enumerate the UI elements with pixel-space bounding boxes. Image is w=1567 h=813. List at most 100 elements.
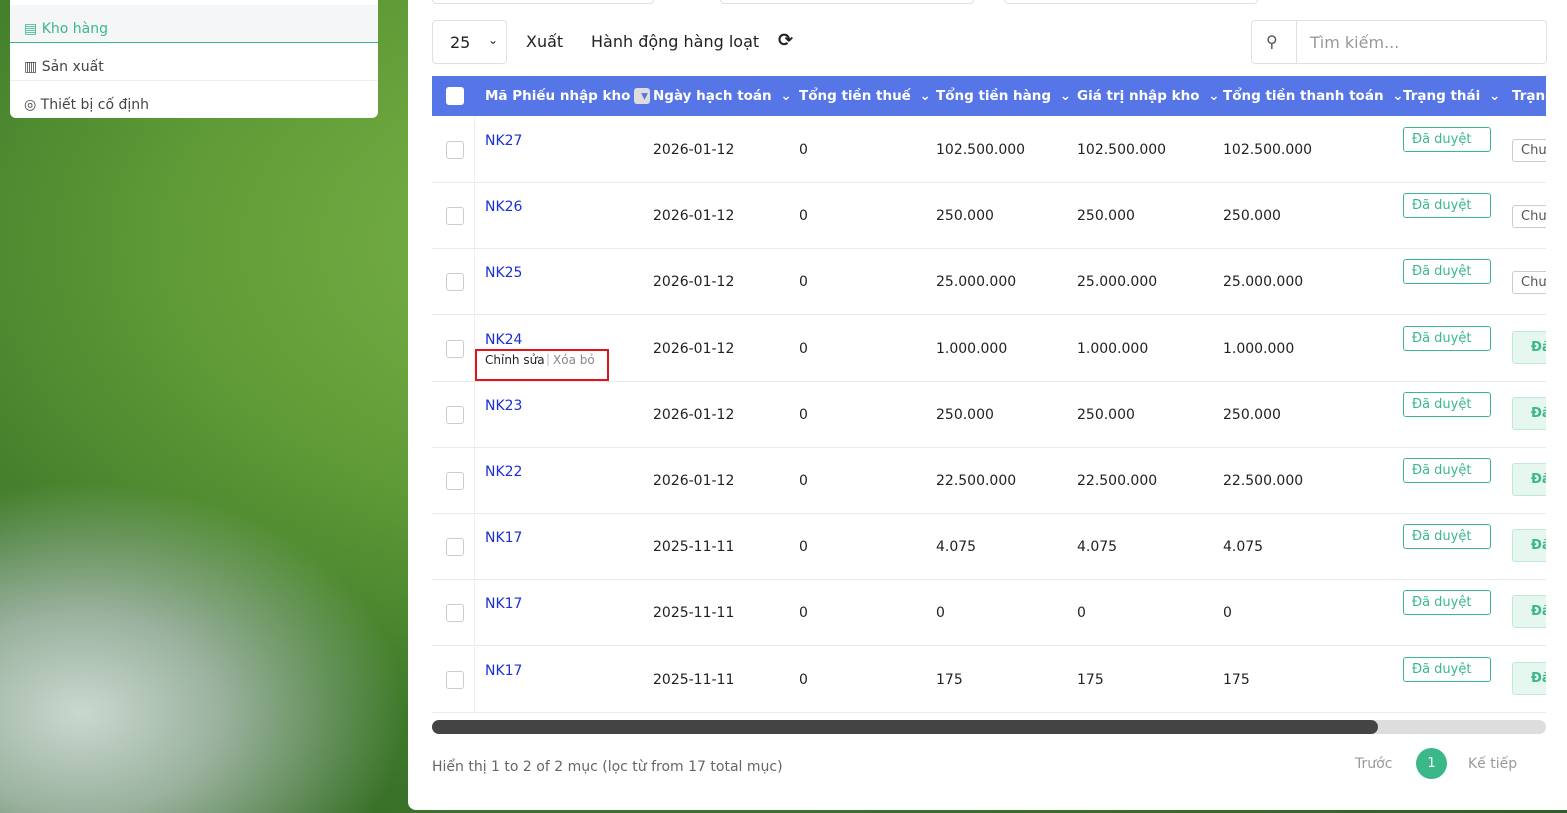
row-checkbox[interactable] — [446, 472, 464, 490]
cell-tax: 0 — [799, 473, 808, 489]
column-header[interactable]: Tổng tiền hàng ⌄ — [936, 88, 1072, 104]
cell-goods: 22.500.000 — [936, 473, 1017, 489]
refresh-button[interactable]: ⟳ — [778, 30, 794, 51]
delete-action[interactable]: Xóa bỏ — [553, 352, 595, 367]
cell-date: 2026-01-12 — [653, 406, 735, 423]
cell-payment: 250.000 — [1223, 208, 1281, 225]
edit-action[interactable]: Chỉnh sửa — [485, 352, 545, 367]
divider — [474, 580, 475, 647]
row-checkbox[interactable] — [446, 141, 464, 159]
status-badge: Đã duyệt — [1403, 458, 1491, 483]
extra-badge: Đã — [1512, 529, 1546, 563]
status-badge: Đã duyệt — [1403, 193, 1491, 219]
filter[interactable] — [432, 0, 654, 4]
cell-goods: 250.000 — [936, 208, 994, 225]
record-code[interactable]: NK26 — [485, 199, 523, 216]
filter[interactable] — [720, 0, 974, 4]
record-code[interactable]: NK27 — [485, 133, 523, 149]
menu-label: Sản xuất — [41, 59, 104, 75]
cell-date: 2026-01-12 — [653, 274, 735, 291]
table-row: NK23 2026-01-12 0 250.000 250.000 250.000 Đã d… — [432, 381, 1546, 448]
divider — [474, 315, 475, 382]
record-code[interactable]: NK24 — [485, 331, 523, 348]
cell-goods: 1.000.000 — [936, 340, 1008, 357]
filter[interactable] — [1004, 0, 1258, 4]
cell-goods: 175 — [936, 671, 963, 688]
row-checkbox[interactable] — [446, 670, 464, 689]
status-badge: Đã duyệt — [1403, 391, 1491, 417]
record-code[interactable]: NK17 — [485, 596, 523, 613]
extra-badge: Đã — [1512, 330, 1546, 364]
search-box[interactable]: ⚲ Tìm kiếm... — [1251, 20, 1547, 64]
cell-goods: 250.000 — [936, 406, 994, 423]
cell-goods: 0 — [936, 605, 945, 622]
extra-badge: Đã — [1512, 396, 1546, 430]
background — [0, 480, 408, 813]
table-row: NK26 2026-01-12 0 250.000 250.000 250.000 Đã d… — [432, 183, 1546, 250]
table-row: NK17 2025-11-11 0 0 0 0 Đã duyệt Đã — [432, 580, 1546, 647]
row-checkbox[interactable] — [446, 273, 464, 292]
search-placeholder: Tìm kiếm... — [1310, 33, 1400, 52]
cell-tax: 0 — [799, 406, 808, 423]
divider — [474, 381, 475, 448]
row-checkbox[interactable] — [446, 207, 464, 226]
column-header[interactable]: Tổng tiền thuế ⌄ — [799, 88, 931, 104]
export-button[interactable]: Xuất — [526, 32, 564, 51]
cell-tax: 0 — [799, 671, 808, 688]
prev-button[interactable]: Trước — [1355, 756, 1393, 772]
record-code[interactable]: NK17 — [485, 530, 523, 547]
column-header[interactable]: Giá trị nhập kho ⌄ — [1077, 88, 1220, 104]
status-badge: Đã duyệt — [1403, 656, 1491, 682]
cell-payment: 4.075 — [1223, 539, 1264, 556]
page-button[interactable]: 1 — [1416, 748, 1447, 779]
scrollbar[interactable] — [432, 720, 1546, 734]
extra-badge: Đã — [1512, 661, 1546, 695]
divider — [474, 448, 475, 514]
table-row: NK25 2026-01-12 0 25.000.000 25.000.000 25.00… — [432, 249, 1546, 316]
status-badge: Đã duyệt — [1403, 590, 1491, 616]
cell-goods: 102.500.000 — [936, 142, 1026, 158]
row-checkbox[interactable] — [446, 339, 464, 358]
select-all-checkbox[interactable] — [446, 87, 464, 105]
divider — [474, 117, 475, 183]
cell-date: 2025-11-11 — [653, 671, 735, 688]
cell-value: 25.000.000 — [1077, 274, 1158, 291]
column-header[interactable]: Tổng tiền thanh toán ⌄ — [1223, 88, 1404, 104]
next-button[interactable]: Kế tiếp — [1468, 756, 1518, 772]
cell-date: 2026-01-12 — [653, 340, 735, 357]
menu-item[interactable]: ▤ Kho hàng — [10, 5, 378, 43]
bulk-action-button[interactable]: Hành động hàng loạt — [591, 32, 760, 51]
cell-date: 2025-11-11 — [653, 605, 735, 622]
column-header[interactable]: Mã Phiếu nhập kho ▾ — [485, 88, 650, 104]
separator: | — [546, 351, 551, 366]
page-size-select[interactable]: 25 ⌄ — [432, 20, 507, 64]
row-checkbox[interactable] — [446, 405, 464, 424]
record-code[interactable]: NK22 — [485, 464, 523, 480]
table-info: Hiển thị 1 to 2 of 2 mục (lọc từ from 17… — [432, 759, 783, 775]
column-header[interactable]: Trạng thái ⌄ — [1403, 88, 1501, 104]
sidebar: ▤ Kho hàng ▥ Sản xuất ◎ Thiết bị cố định — [10, 0, 378, 118]
record-code[interactable]: NK17 — [485, 662, 523, 679]
menu-item[interactable]: ◎ Thiết bị cố định — [24, 97, 150, 113]
record-code[interactable]: NK25 — [485, 265, 523, 282]
menu-item[interactable]: ▥ Sản xuất — [10, 43, 378, 81]
cell-value: 102.500.000 — [1077, 142, 1167, 158]
cell-date: 2026-01-12 — [653, 473, 735, 489]
cell-payment: 22.500.000 — [1223, 473, 1304, 489]
cell-payment: 250.000 — [1223, 406, 1281, 423]
record-code[interactable]: NK23 — [485, 397, 523, 414]
cell-payment: 175 — [1223, 671, 1250, 688]
status-badge: Đã duyệt — [1403, 524, 1491, 550]
column-header[interactable]: Trạng — [1512, 88, 1546, 104]
cell-tax: 0 — [799, 340, 808, 357]
cell-date: 2026-01-12 — [653, 142, 735, 158]
row-checkbox[interactable] — [446, 604, 464, 623]
main-panel: 25 ⌄ Xuất Hành động hàng loạt ⟳ ⚲ Tìm kiế… — [408, 0, 1567, 810]
cell-value: 250.000 — [1077, 406, 1135, 423]
highlight-box — [475, 348, 609, 381]
cell-tax: 0 — [799, 208, 808, 225]
column-header[interactable]: Ngày hạch toán ⌄ — [653, 88, 792, 104]
extra-badge: Chư — [1512, 205, 1546, 229]
row-checkbox[interactable] — [446, 538, 464, 557]
